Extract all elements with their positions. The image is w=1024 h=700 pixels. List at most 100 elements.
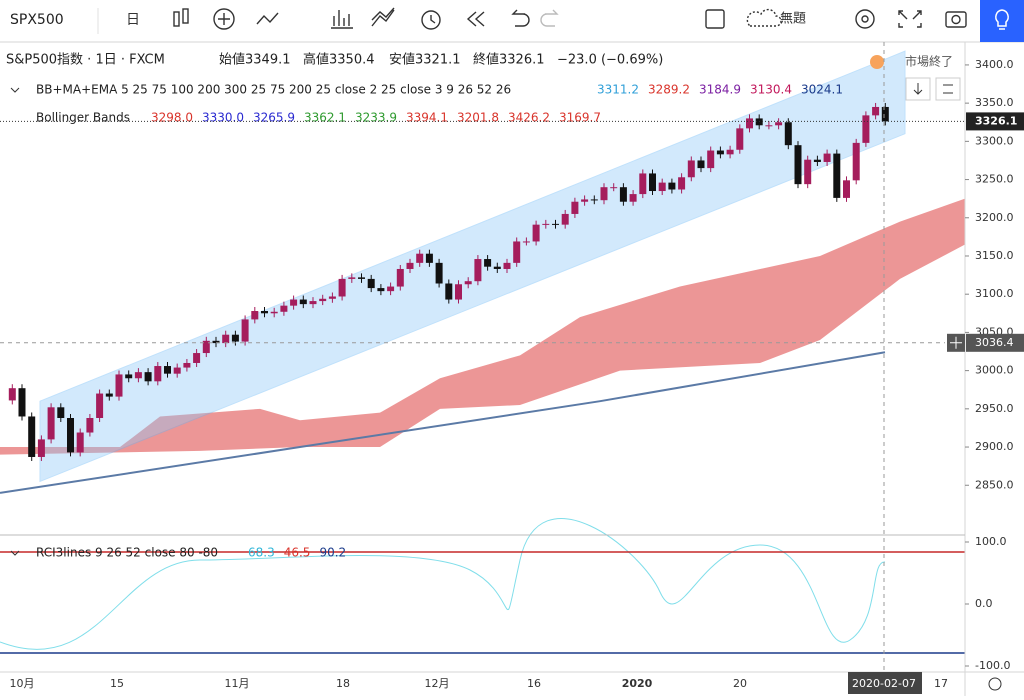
candle bbox=[455, 284, 462, 300]
price-tick-label: 3000.0 bbox=[975, 364, 1014, 377]
candle bbox=[794, 145, 802, 185]
legend-value: 3233.9 bbox=[355, 111, 397, 125]
price-tick-label: 2950.0 bbox=[975, 402, 1014, 415]
candle bbox=[387, 286, 395, 292]
candle bbox=[212, 340, 220, 344]
time-label: 10月 bbox=[10, 677, 35, 690]
legend-value: 3265.9 bbox=[253, 111, 295, 125]
chart-title: S&P500指数 · 1日 · FXCM bbox=[6, 53, 165, 68]
legend-value: 3184.9 bbox=[699, 83, 741, 97]
candle bbox=[600, 187, 608, 201]
candle bbox=[639, 173, 647, 195]
candle bbox=[474, 259, 482, 282]
legend-value: 3362.1 bbox=[304, 111, 346, 125]
candle bbox=[716, 150, 724, 155]
candle bbox=[261, 311, 268, 314]
last-price-label: 3326.1 bbox=[975, 114, 1017, 127]
time-label: 2020-02-07 bbox=[852, 677, 916, 690]
candle bbox=[687, 160, 695, 178]
candle bbox=[8, 388, 16, 401]
candle bbox=[338, 278, 346, 297]
arrow-icon bbox=[913, 83, 923, 95]
market-status: 市場終了 bbox=[905, 54, 953, 69]
candle bbox=[775, 122, 783, 126]
candle bbox=[144, 372, 152, 382]
candle bbox=[154, 366, 162, 382]
time-label: 17 bbox=[934, 677, 948, 690]
time-label: 15 bbox=[110, 677, 124, 690]
candle bbox=[784, 122, 792, 146]
symbol[interactable]: SPX500 bbox=[10, 12, 64, 28]
rci-tick-label: 0.0 bbox=[975, 597, 993, 610]
candle bbox=[96, 393, 104, 418]
candle bbox=[852, 142, 860, 181]
indicator-name: BB+MA+EMA 5 25 75 100 200 300 25 75 200 … bbox=[36, 83, 511, 97]
candle bbox=[202, 340, 210, 354]
ohlc-open: 始値3349.1 bbox=[219, 52, 291, 68]
rci-tick-label: -100.0 bbox=[975, 659, 1010, 672]
candle bbox=[610, 187, 618, 189]
interval[interactable]: 日 bbox=[126, 12, 140, 28]
candle bbox=[697, 160, 705, 169]
price-tick-label: 3350.0 bbox=[975, 96, 1014, 109]
legend-value: 46.5 bbox=[284, 546, 311, 560]
legend-value: 3311.2 bbox=[597, 83, 639, 97]
candle bbox=[105, 393, 113, 397]
price-tick-label: 3100.0 bbox=[975, 287, 1014, 300]
legend-value: 3201.8 bbox=[457, 111, 499, 125]
bulb-icon bbox=[995, 9, 1009, 30]
candle bbox=[358, 277, 365, 279]
candle bbox=[813, 159, 821, 162]
candle bbox=[522, 241, 530, 243]
idea-button[interactable] bbox=[980, 0, 1024, 42]
rci-line bbox=[0, 518, 886, 650]
candle bbox=[309, 301, 317, 305]
legend-value: 3024.1 bbox=[801, 83, 843, 97]
candle bbox=[881, 106, 889, 122]
candle bbox=[862, 115, 870, 143]
candle bbox=[843, 180, 850, 198]
layout-name[interactable]: 無題 bbox=[780, 12, 806, 27]
candle bbox=[561, 213, 569, 225]
last-price-box bbox=[966, 112, 1024, 131]
legend-value: 3426.2 bbox=[508, 111, 550, 125]
ohlc-high: 高値3350.4 bbox=[303, 52, 375, 68]
indicator-name: Bollinger Bands bbox=[36, 111, 130, 125]
candle bbox=[571, 201, 579, 214]
candle bbox=[872, 106, 880, 116]
collapse-icon[interactable] bbox=[10, 87, 20, 93]
candle bbox=[532, 224, 540, 242]
plus-icon bbox=[950, 336, 962, 349]
candle bbox=[493, 266, 501, 269]
candle bbox=[290, 299, 298, 306]
reset-button[interactable] bbox=[935, 77, 961, 101]
ma-long bbox=[0, 351, 886, 494]
candle bbox=[406, 262, 414, 269]
candle bbox=[726, 149, 734, 155]
legend-value: 3289.2 bbox=[648, 83, 690, 97]
candle bbox=[251, 311, 259, 320]
candle bbox=[222, 334, 230, 344]
legend-value: 3130.4 bbox=[750, 83, 792, 97]
candle bbox=[833, 153, 841, 198]
candle bbox=[542, 223, 550, 225]
legend-value: 3169.7 bbox=[559, 111, 601, 125]
price-tick-label: 3200.0 bbox=[975, 211, 1014, 224]
candle bbox=[193, 353, 201, 363]
candle bbox=[581, 199, 589, 202]
plot bbox=[0, 50, 965, 654]
legend-values: 3311.2 3289.2 3184.9 3130.4 3024.1 3298.0 3330… bbox=[151, 83, 843, 560]
settings-icon[interactable] bbox=[988, 677, 1002, 691]
collapse-icon[interactable] bbox=[10, 550, 20, 556]
candle bbox=[464, 281, 472, 285]
candle bbox=[707, 150, 715, 169]
candle bbox=[18, 388, 26, 417]
candle bbox=[348, 277, 356, 279]
ohlc-change: −23.0 (−0.69%) bbox=[557, 53, 663, 68]
candle bbox=[425, 253, 433, 263]
ichimoku-cloud bbox=[0, 198, 965, 455]
candle bbox=[231, 334, 239, 342]
time-label: 11月 bbox=[225, 677, 250, 690]
legend-value: 90.2 bbox=[319, 546, 346, 560]
